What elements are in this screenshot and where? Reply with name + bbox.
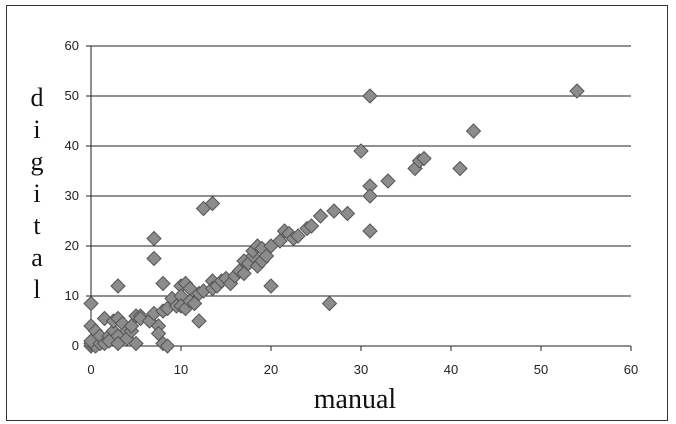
data-point xyxy=(569,83,585,99)
data-point xyxy=(155,275,171,292)
data-point xyxy=(326,203,342,219)
y-tick-label: 40 xyxy=(65,138,79,153)
data-points xyxy=(83,83,585,354)
x-tick-label: 0 xyxy=(87,362,94,377)
y-axis-label-char: g xyxy=(31,147,44,176)
data-point xyxy=(204,195,221,212)
data-point xyxy=(263,278,279,294)
data-point xyxy=(110,278,126,294)
y-tick-label: 20 xyxy=(65,238,79,253)
x-axis: 0 10 20 30 40 50 60 xyxy=(87,346,638,377)
x-tick-label: 10 xyxy=(174,362,188,377)
y-tick-label: 60 xyxy=(65,38,79,53)
y-tick-label: 10 xyxy=(65,288,79,303)
y-axis-label-char: i xyxy=(33,179,40,208)
x-tick-label: 50 xyxy=(534,362,548,377)
data-point xyxy=(380,173,396,189)
y-tick-label: 50 xyxy=(65,88,79,103)
data-point xyxy=(312,208,329,224)
y-axis-label-char: l xyxy=(33,275,40,304)
data-point xyxy=(146,250,162,267)
y-axis-label-char: a xyxy=(31,243,43,272)
x-tick-label: 30 xyxy=(354,362,368,377)
data-point xyxy=(83,295,99,312)
x-tick-label: 60 xyxy=(624,362,638,377)
data-point xyxy=(465,123,482,139)
y-axis-label-char: t xyxy=(33,211,41,240)
data-point xyxy=(452,160,468,177)
x-tick-label: 40 xyxy=(444,362,458,377)
data-point xyxy=(416,150,432,167)
x-axis-label: manual xyxy=(314,384,397,415)
x-tick-label: 20 xyxy=(264,362,278,377)
data-point xyxy=(146,230,162,247)
data-point xyxy=(362,88,378,104)
data-point xyxy=(321,295,338,312)
data-point xyxy=(290,228,306,244)
y-tick-label: 30 xyxy=(65,188,79,203)
data-point xyxy=(362,188,378,204)
y-axis-label-char: d xyxy=(31,83,44,112)
data-point xyxy=(191,313,207,329)
data-point xyxy=(303,218,320,234)
y-tick-label: 0 xyxy=(72,338,79,353)
y-axis-label-char: i xyxy=(33,115,40,144)
data-point xyxy=(353,143,369,159)
y-axis: 0 10 20 30 40 50 60 xyxy=(65,38,92,353)
data-point xyxy=(339,205,356,222)
data-point xyxy=(362,223,378,239)
data-point xyxy=(128,335,144,352)
data-point xyxy=(159,338,176,354)
